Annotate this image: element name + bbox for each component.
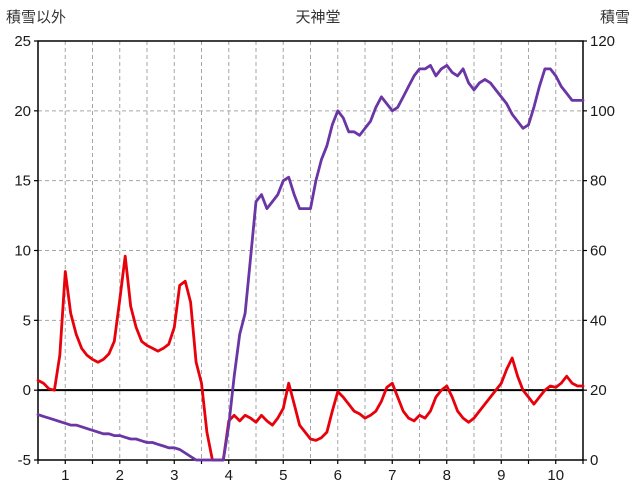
right-axis-tick-label: 120 <box>590 33 615 50</box>
right-axis-tick-label: 0 <box>590 452 598 469</box>
right-axis-tick-label: 80 <box>590 173 607 190</box>
x-axis-tick-label: 3 <box>170 467 178 484</box>
snow-depth-series-line <box>36 64 585 462</box>
x-axis-tick-label: 10 <box>547 467 564 484</box>
x-axis-tick-label: 6 <box>334 467 342 484</box>
x-axis-tick-label: 5 <box>279 467 287 484</box>
left-axis-tick-label: 15 <box>14 173 31 190</box>
right-axis-tick-label: 60 <box>590 243 607 260</box>
left-axis-tick-label: 10 <box>14 243 31 260</box>
non-snow-series-line <box>36 254 585 462</box>
x-axis-tick-label: 8 <box>443 467 451 484</box>
x-axis-tick-label: 7 <box>388 467 396 484</box>
right-axis-tick-label: 40 <box>590 312 607 329</box>
right-axis-tick-label: 100 <box>590 103 615 120</box>
x-axis-tick-label: 1 <box>61 467 69 484</box>
x-axis-tick-label: 2 <box>116 467 124 484</box>
x-axis-tick-label: 9 <box>497 467 505 484</box>
right-axis-tick-label: 20 <box>590 382 607 399</box>
x-axis-tick-label: 4 <box>225 467 233 484</box>
left-axis-tick-label: 0 <box>23 382 31 399</box>
left-axis-tick-label: 5 <box>23 312 31 329</box>
left-axis-title: 積雪以外 <box>6 9 67 26</box>
left-axis-tick-label: 20 <box>14 103 31 120</box>
chart-title: 天神堂 <box>295 9 341 26</box>
left-axis-tick-label: -5 <box>18 452 31 469</box>
left-axis-tick-label: 25 <box>14 33 31 50</box>
right-axis-title: 積雪 <box>599 9 630 26</box>
